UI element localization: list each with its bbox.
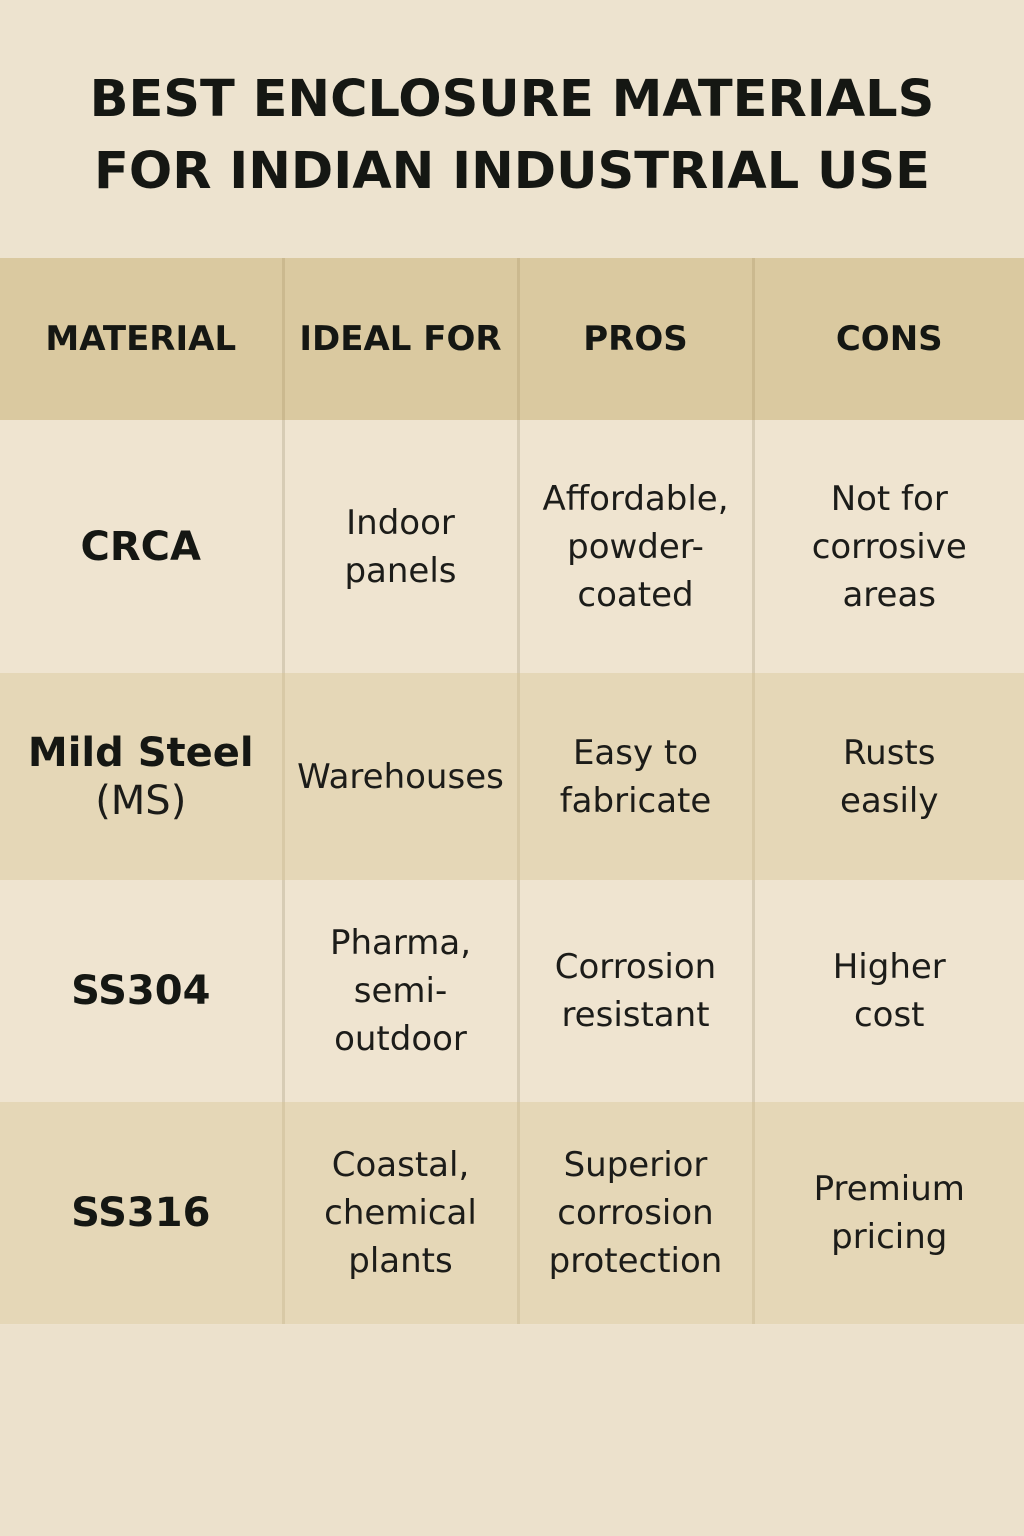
ideal-for-text: Warehouses <box>297 756 504 797</box>
pros-cell: Affordable, powder-coated <box>516 420 753 673</box>
table-row: SS304 Pharma, semi-outdoor Corrosion res… <box>0 880 1024 1102</box>
ideal-for-cell: Pharma, semi-outdoor <box>281 880 518 1102</box>
cons-cell: Not for corrosive areas <box>751 420 1024 673</box>
cons-cell: Rusts easily <box>751 673 1024 880</box>
header-ideal-for: IDEAL FOR <box>281 258 518 420</box>
material-cell: Mild Steel (MS) <box>0 673 283 880</box>
header-pros: PROS <box>516 258 753 420</box>
cons-text: Premium pricing <box>813 1169 965 1257</box>
cons-text: Rusts easily <box>840 732 939 821</box>
materials-comparison-table: MATERIAL IDEAL FOR PROS CONS CRCA Indoor… <box>0 258 1024 1324</box>
material-name: Mild Steel <box>27 729 254 776</box>
header-cons: CONS <box>751 258 1024 420</box>
ideal-for-cell: Indoor panels <box>281 420 518 673</box>
cons-text: Not for corrosive areas <box>811 478 967 615</box>
bottom-background <box>0 1325 1024 1536</box>
header-material: MATERIAL <box>0 258 283 420</box>
cons-text: Higher cost <box>832 947 946 1035</box>
table-header-row: MATERIAL IDEAL FOR PROS CONS <box>0 258 1024 420</box>
pros-text: Affordable, powder-coated <box>542 478 729 615</box>
page-title-line-1: BEST ENCLOSURE MATERIALS <box>89 70 935 129</box>
ideal-for-cell: Warehouses <box>281 673 518 880</box>
table-row: Mild Steel (MS) Warehouses Easy to fabri… <box>0 673 1024 880</box>
pros-cell: Corrosion resistant <box>516 880 753 1102</box>
cons-cell: Premium pricing <box>751 1102 1024 1324</box>
pros-text: Superior corrosion protection <box>548 1145 723 1281</box>
pros-text: Corrosion resistant <box>554 947 717 1035</box>
ideal-for-text: Coastal, chemical plants <box>324 1145 477 1281</box>
material-cell: CRCA <box>0 420 283 673</box>
material-name: CRCA <box>80 523 201 570</box>
ideal-for-cell: Coastal, chemical plants <box>281 1102 518 1324</box>
pros-cell: Superior corrosion protection <box>516 1102 753 1324</box>
ideal-for-text: Pharma, semi-outdoor <box>329 923 472 1059</box>
table-row: CRCA Indoor panels Affordable, powder-co… <box>0 420 1024 673</box>
material-name: SS316 <box>71 1190 211 1236</box>
page-title-line-2: FOR INDIAN INDUSTRIAL USE <box>94 142 930 201</box>
title-block: BEST ENCLOSURE MATERIALS FOR INDIAN INDU… <box>0 0 1024 258</box>
cons-cell: Higher cost <box>751 880 1024 1102</box>
material-cell: SS316 <box>0 1102 283 1324</box>
pros-cell: Easy to fabricate <box>516 673 753 880</box>
pros-text: Easy to fabricate <box>559 732 712 821</box>
material-cell: SS304 <box>0 880 283 1102</box>
material-abbreviation: (MS) <box>95 777 187 824</box>
table-row: SS316 Coastal, chemical plants Superior … <box>0 1102 1024 1324</box>
ideal-for-text: Indoor panels <box>344 502 457 591</box>
material-name: SS304 <box>71 968 211 1014</box>
